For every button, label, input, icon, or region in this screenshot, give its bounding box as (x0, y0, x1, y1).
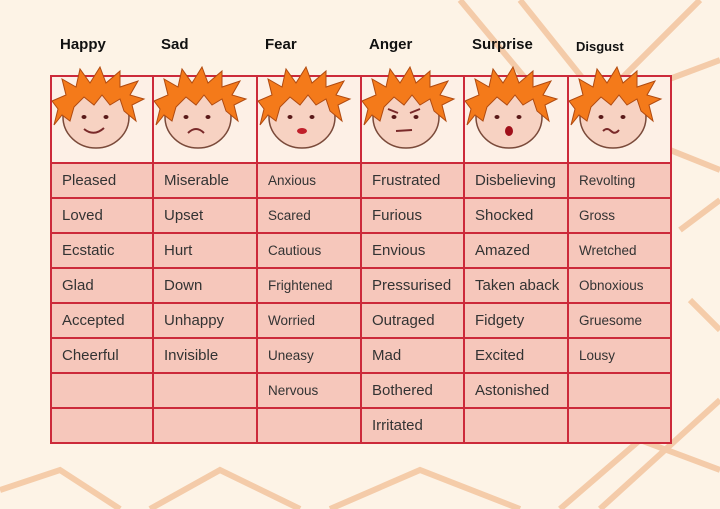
word-cell: Glad (50, 267, 154, 304)
surprised-face-icon (464, 65, 559, 149)
disgusted-face-icon (568, 65, 663, 149)
table-row: Loved Upset Scared Furious Shocked Gross (50, 197, 672, 234)
word-cell: Nervous (256, 372, 362, 409)
word-cell (567, 372, 672, 409)
face-cell (567, 65, 672, 164)
face-cell (463, 65, 569, 164)
word-cell: Down (152, 267, 258, 304)
column-heading-surprise: Surprise (472, 36, 533, 53)
table-row: Ecstatic Hurt Cautious Envious Amazed Wretche… (50, 232, 672, 269)
table-row: Accepted Unhappy Worried Outraged Fidgety Gru… (50, 302, 672, 339)
faces-row (50, 65, 672, 164)
column-heading-fear: Fear (265, 36, 297, 53)
word-cell: Cautious (256, 232, 362, 269)
word-cell: Amazed (463, 232, 569, 269)
word-cell (152, 372, 258, 409)
angry-face-icon (361, 65, 456, 149)
word-cell (152, 407, 258, 444)
word-cell: Bothered (360, 372, 465, 409)
word-cell (256, 407, 362, 444)
word-cell: Obnoxious (567, 267, 672, 304)
smile-face-icon (51, 65, 146, 149)
word-cell: Lousy (567, 337, 672, 374)
table-row: Cheerful Invisible Uneasy Mad Excited Lousy (50, 337, 672, 374)
table-row: Nervous Bothered Astonished (50, 372, 672, 409)
word-cell: Frightened (256, 267, 362, 304)
word-cell: Excited (463, 337, 569, 374)
word-cell: Cheerful (50, 337, 154, 374)
face-cell (152, 65, 258, 164)
word-cell: Hurt (152, 232, 258, 269)
word-cell: Gruesome (567, 302, 672, 339)
table-row: Glad Down Frightened Pressurised Taken aback… (50, 267, 672, 304)
column-heading-anger: Anger (369, 36, 413, 53)
word-cell (50, 372, 154, 409)
word-cell: Unhappy (152, 302, 258, 339)
word-cell: Miserable (152, 162, 258, 199)
word-cell: Revolting (567, 162, 672, 199)
word-cell: Ecstatic (50, 232, 154, 269)
word-cell: Wretched (567, 232, 672, 269)
scared-face-icon (257, 65, 352, 149)
word-cell: Astonished (463, 372, 569, 409)
word-cell: Fidgety (463, 302, 569, 339)
table-row: Pleased Miserable Anxious Frustrated Disbeli… (50, 162, 672, 199)
word-cell: Pleased (50, 162, 154, 199)
emotions-table: Pleased Miserable Anxious Frustrated Disbeli… (50, 65, 672, 444)
word-cell: Pressurised (360, 267, 465, 304)
column-heading-disgust: Disgust (576, 39, 624, 54)
word-cell: Loved (50, 197, 154, 234)
column-heading-happy: Happy (60, 36, 106, 53)
word-cell: Worried (256, 302, 362, 339)
frown-face-icon (153, 65, 248, 149)
word-cell: Shocked (463, 197, 569, 234)
word-cell: Gross (567, 197, 672, 234)
face-cell (360, 65, 465, 164)
column-heading-sad: Sad (161, 36, 189, 53)
word-cell: Taken aback (463, 267, 569, 304)
word-cell: Outraged (360, 302, 465, 339)
word-cell: Invisible (152, 337, 258, 374)
face-cell (50, 65, 154, 164)
word-cell: Anxious (256, 162, 362, 199)
word-cell: Irritated (360, 407, 465, 444)
word-cell: Scared (256, 197, 362, 234)
word-cell (50, 407, 154, 444)
table-row: Irritated (50, 407, 672, 444)
face-cell (256, 65, 362, 164)
word-cell: Upset (152, 197, 258, 234)
word-cell: Furious (360, 197, 465, 234)
word-cell: Uneasy (256, 337, 362, 374)
word-cell: Disbelieving (463, 162, 569, 199)
word-cell: Mad (360, 337, 465, 374)
word-cell (567, 407, 672, 444)
word-cell: Accepted (50, 302, 154, 339)
word-cell (463, 407, 569, 444)
word-cell: Envious (360, 232, 465, 269)
word-cell: Frustrated (360, 162, 465, 199)
